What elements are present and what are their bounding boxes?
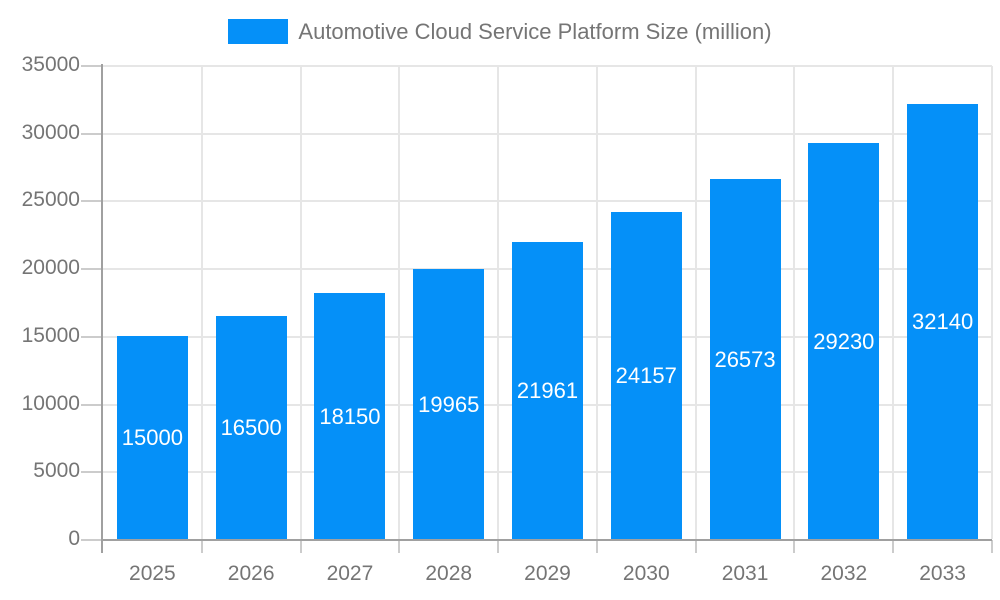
y-tick bbox=[81, 403, 103, 406]
x-gridline bbox=[398, 66, 401, 539]
y-tick bbox=[81, 268, 103, 271]
y-tick bbox=[81, 471, 103, 474]
bar-value-label: 26573 bbox=[714, 347, 776, 373]
x-axis-tick-label: 2029 bbox=[524, 562, 571, 585]
x-axis-tick-label: 2027 bbox=[326, 562, 374, 585]
y-gridline bbox=[103, 65, 992, 67]
y-axis-tick-label: 5000 bbox=[33, 459, 80, 483]
bar-value-label: 29230 bbox=[813, 329, 875, 355]
x-tick bbox=[793, 540, 796, 553]
bar bbox=[907, 103, 979, 539]
x-gridline bbox=[793, 66, 796, 539]
x-gridline bbox=[497, 66, 500, 539]
x-axis-tick-label: 2030 bbox=[622, 562, 670, 585]
bar-value-label: 19965 bbox=[418, 391, 480, 417]
bar bbox=[808, 143, 880, 539]
x-axis-tick-label: 2028 bbox=[425, 562, 473, 585]
bar bbox=[116, 335, 188, 539]
chart-legend[interactable]: Automotive Cloud Service Platform Size (… bbox=[0, 19, 1000, 44]
bar-value-label: 15000 bbox=[121, 425, 183, 451]
y-axis-tick-label: 20000 bbox=[21, 256, 80, 280]
y-axis-tick-label: 10000 bbox=[21, 391, 80, 415]
x-axis-tick-label: 2026 bbox=[227, 562, 275, 585]
y-axis-tick-label: 15000 bbox=[21, 323, 80, 347]
x-gridline bbox=[694, 66, 697, 539]
x-tick bbox=[892, 540, 895, 553]
x-axis-tick-label: 2031 bbox=[721, 562, 769, 585]
y-tick bbox=[81, 65, 103, 67]
x-axis-line bbox=[101, 539, 992, 541]
bar-value-label: 32140 bbox=[912, 309, 974, 335]
bar bbox=[709, 179, 781, 539]
x-tick bbox=[200, 540, 203, 553]
y-gridline bbox=[103, 200, 992, 203]
bar bbox=[314, 293, 386, 539]
x-tick bbox=[991, 540, 993, 553]
bar-value-label: 16500 bbox=[220, 415, 282, 441]
x-tick bbox=[595, 540, 598, 553]
bar-value-label: 18150 bbox=[319, 404, 381, 430]
x-gridline bbox=[595, 66, 598, 539]
y-tick bbox=[81, 132, 103, 135]
bar-value-label: 21961 bbox=[516, 378, 579, 404]
y-tick bbox=[81, 335, 103, 338]
x-tick bbox=[497, 540, 500, 553]
y-axis-line bbox=[101, 64, 103, 553]
x-axis-tick-label: 2033 bbox=[919, 562, 966, 585]
bar bbox=[215, 315, 287, 539]
x-gridline bbox=[200, 66, 203, 539]
y-axis-tick-label: 35000 bbox=[21, 53, 80, 77]
x-tick bbox=[299, 540, 302, 553]
legend-swatch bbox=[228, 19, 289, 44]
y-axis-tick-label: 25000 bbox=[21, 188, 80, 212]
legend-label: Automotive Cloud Service Platform Size (… bbox=[298, 19, 772, 44]
y-gridline bbox=[103, 132, 992, 135]
x-gridline bbox=[892, 66, 895, 539]
bar bbox=[512, 241, 583, 539]
x-axis-tick-label: 2025 bbox=[129, 562, 176, 585]
y-tick bbox=[81, 200, 103, 203]
x-gridline bbox=[991, 66, 993, 539]
x-gridline bbox=[299, 66, 302, 539]
y-axis-tick-label: 0 bbox=[68, 527, 80, 551]
x-tick bbox=[694, 540, 697, 553]
bar bbox=[413, 268, 485, 539]
bar-value-label: 24157 bbox=[615, 363, 677, 389]
x-tick bbox=[398, 540, 401, 553]
y-axis-tick-label: 30000 bbox=[21, 120, 80, 144]
x-axis-tick-label: 2032 bbox=[820, 562, 868, 585]
y-tick bbox=[81, 539, 103, 541]
bar bbox=[610, 211, 682, 539]
